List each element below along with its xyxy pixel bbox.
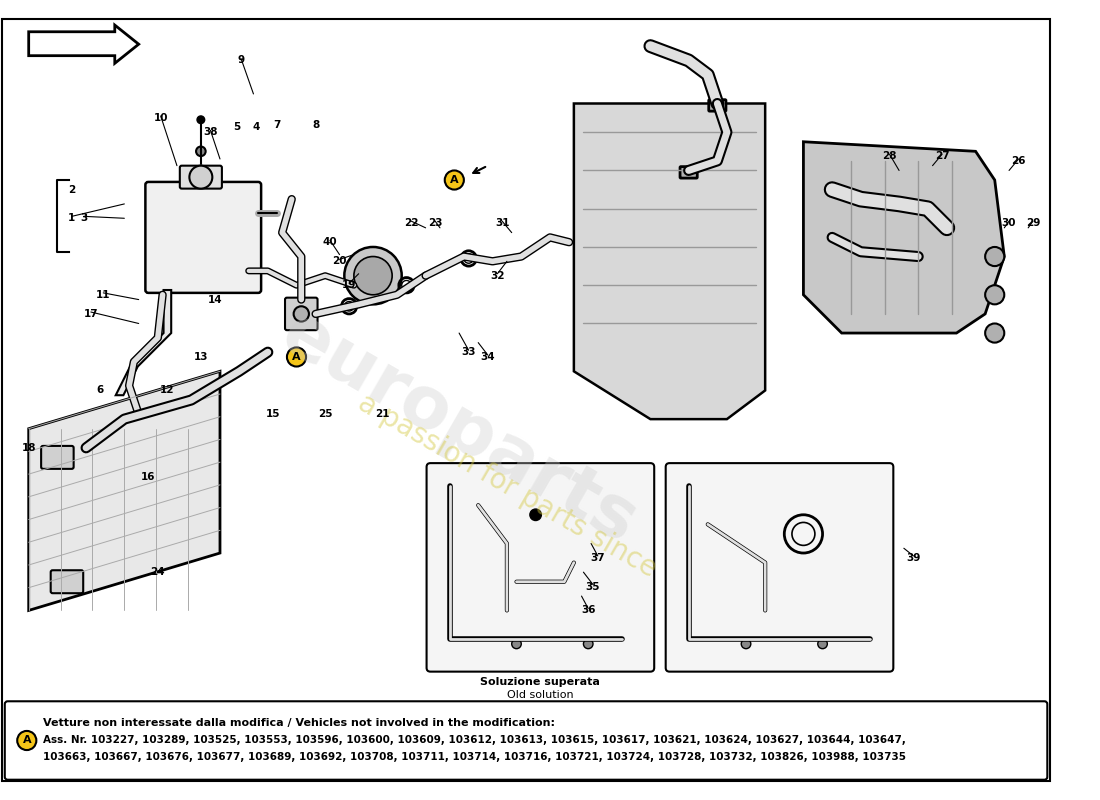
Text: 17: 17	[84, 309, 98, 319]
Circle shape	[817, 639, 827, 649]
Circle shape	[986, 247, 1004, 266]
Circle shape	[444, 170, 464, 190]
Text: 14: 14	[208, 294, 222, 305]
Text: 7: 7	[274, 119, 282, 130]
Text: 1: 1	[68, 214, 76, 223]
Text: 2: 2	[68, 185, 76, 194]
Text: 11: 11	[96, 290, 110, 300]
Text: 25: 25	[318, 410, 332, 419]
Text: 40: 40	[322, 237, 338, 247]
FancyBboxPatch shape	[145, 182, 261, 293]
Text: A: A	[22, 735, 31, 746]
Text: 22: 22	[404, 218, 418, 228]
FancyBboxPatch shape	[179, 166, 222, 189]
Text: 39: 39	[906, 553, 921, 563]
Circle shape	[986, 286, 1004, 304]
Text: 4: 4	[253, 122, 260, 133]
FancyBboxPatch shape	[4, 702, 1047, 780]
Text: Old solution: Old solution	[507, 690, 574, 699]
Circle shape	[354, 257, 392, 294]
Text: 5: 5	[233, 122, 241, 133]
Text: 12: 12	[161, 386, 175, 395]
Text: 38: 38	[204, 127, 218, 137]
FancyBboxPatch shape	[51, 570, 84, 594]
Text: europarts: europarts	[268, 299, 649, 558]
Text: 16: 16	[141, 471, 155, 482]
Text: 26: 26	[1011, 156, 1026, 166]
Circle shape	[741, 639, 751, 649]
Text: 32: 32	[491, 270, 505, 281]
FancyBboxPatch shape	[41, 446, 74, 469]
Circle shape	[344, 247, 402, 304]
Text: 28: 28	[882, 151, 896, 161]
FancyBboxPatch shape	[666, 463, 893, 672]
Text: Ass. Nr. 103227, 103289, 103525, 103553, 103596, 103600, 103609, 103612, 103613,: Ass. Nr. 103227, 103289, 103525, 103553,…	[43, 734, 906, 745]
Circle shape	[18, 731, 36, 750]
Polygon shape	[803, 142, 1004, 333]
Text: 103663, 103667, 103676, 103677, 103689, 103692, 103708, 103711, 103714, 103716, : 103663, 103667, 103676, 103677, 103689, …	[43, 752, 906, 762]
FancyBboxPatch shape	[708, 100, 726, 111]
Text: 6: 6	[97, 386, 104, 395]
Circle shape	[583, 639, 593, 649]
Text: A: A	[450, 175, 459, 185]
Text: 10: 10	[153, 113, 168, 123]
Circle shape	[189, 166, 212, 189]
Circle shape	[287, 347, 306, 366]
Text: a passion for parts since: a passion for parts since	[353, 389, 661, 583]
Circle shape	[986, 323, 1004, 342]
Text: 37: 37	[591, 553, 605, 563]
Text: 21: 21	[375, 410, 389, 419]
Text: 31: 31	[495, 218, 509, 228]
Polygon shape	[574, 103, 766, 419]
Circle shape	[294, 306, 309, 322]
Text: Soluzione superata: Soluzione superata	[481, 677, 601, 687]
FancyBboxPatch shape	[427, 463, 654, 672]
FancyBboxPatch shape	[285, 298, 318, 330]
Text: 9: 9	[238, 55, 244, 66]
Text: 3: 3	[80, 214, 88, 223]
Text: 33: 33	[461, 347, 476, 357]
Text: 20: 20	[332, 256, 346, 266]
Text: 30: 30	[1002, 218, 1016, 228]
Polygon shape	[29, 371, 220, 610]
Text: 15: 15	[265, 410, 279, 419]
Circle shape	[512, 639, 521, 649]
Text: 19: 19	[342, 280, 356, 290]
Text: Vetture non interessate dalla modifica / Vehicles not involved in the modificati: Vetture non interessate dalla modifica /…	[43, 718, 556, 727]
Text: 24: 24	[151, 567, 165, 577]
Text: 36: 36	[581, 606, 595, 615]
FancyBboxPatch shape	[680, 166, 697, 178]
Text: 13: 13	[194, 352, 208, 362]
Text: 23: 23	[428, 218, 442, 228]
Text: 27: 27	[935, 151, 949, 161]
Polygon shape	[29, 25, 139, 63]
Text: 29: 29	[1026, 218, 1041, 228]
Polygon shape	[116, 290, 172, 395]
Circle shape	[196, 146, 206, 156]
Circle shape	[197, 116, 205, 123]
Circle shape	[530, 509, 541, 521]
Text: A: A	[293, 352, 300, 362]
Text: 35: 35	[586, 582, 601, 591]
Text: 18: 18	[21, 443, 36, 453]
Text: 34: 34	[481, 352, 495, 362]
Text: 8: 8	[312, 119, 319, 130]
